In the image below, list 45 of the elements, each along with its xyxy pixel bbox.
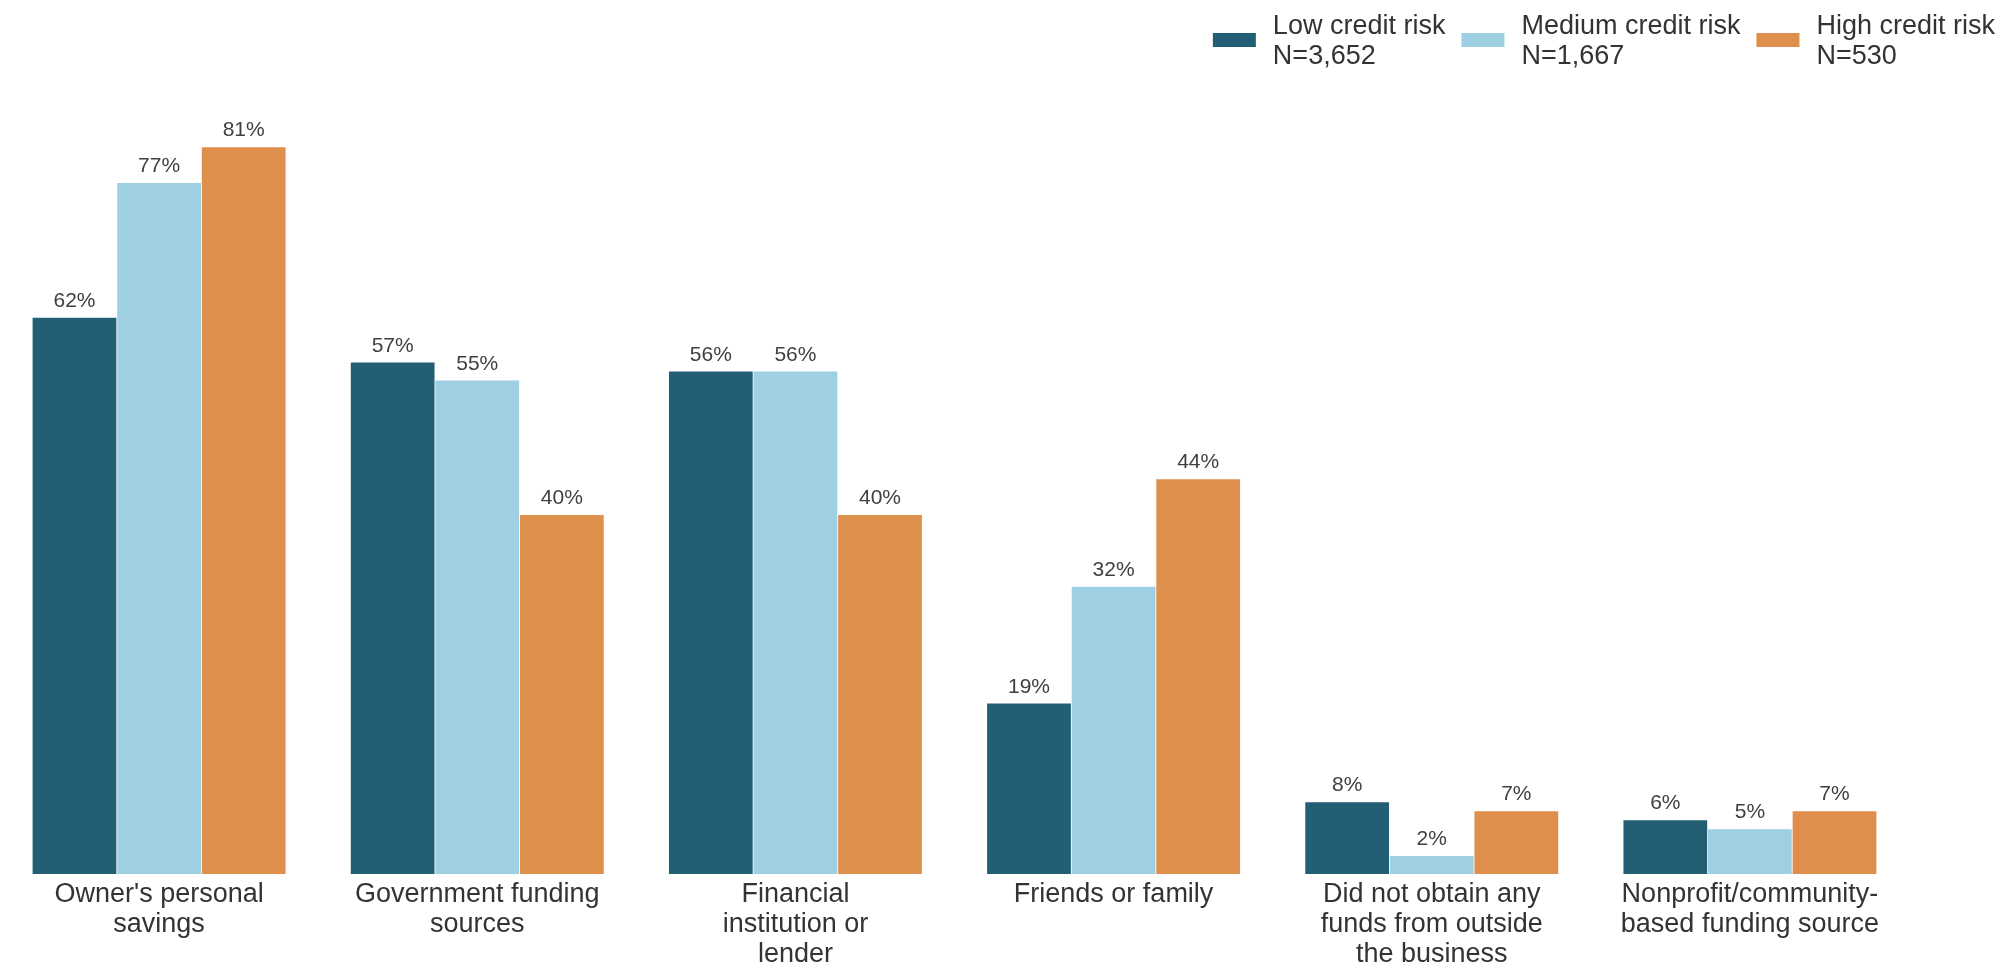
data-label: 44% <box>1177 449 1220 473</box>
data-label: 77% <box>138 153 181 177</box>
data-label: 81% <box>222 117 265 141</box>
bar <box>1389 856 1474 874</box>
data-label: 7% <box>1501 781 1532 805</box>
bar <box>1305 802 1390 874</box>
x-tick-label: Friends or family <box>1013 878 1214 908</box>
x-tick-label: Did not obtain any funds from outside the business <box>1320 878 1543 968</box>
data-label: 62% <box>53 287 96 311</box>
data-label: 5% <box>1734 799 1766 823</box>
x-tick-label: Government funding sources <box>354 878 600 938</box>
data-label: 19% <box>1007 673 1051 697</box>
bar <box>668 371 753 874</box>
x-tick-label: Owner's personal savings <box>54 878 264 938</box>
data-label: 40% <box>540 485 583 509</box>
bar <box>838 515 922 874</box>
bar <box>1071 586 1156 874</box>
bar <box>350 362 435 874</box>
x-tick-label: Financial institution or lender <box>722 878 869 968</box>
data-label: 32% <box>1092 556 1135 580</box>
data-label: 56% <box>774 341 817 365</box>
bar <box>201 147 286 874</box>
bar <box>1623 820 1708 874</box>
legend-label: Low credit risk N=3,652 <box>1272 10 1446 70</box>
data-label: 7% <box>1819 781 1850 805</box>
bar <box>32 317 117 874</box>
legend-label: Medium credit risk N=1,667 <box>1521 10 1741 70</box>
bar <box>1792 811 1877 874</box>
bar <box>435 380 520 874</box>
x-tick-label: Nonprofit/community- based funding source <box>1620 878 1880 938</box>
data-label: 56% <box>689 341 732 365</box>
legend-label: High credit risk N=530 <box>1816 10 1996 70</box>
data-label: 55% <box>456 350 499 374</box>
bar <box>1708 829 1792 874</box>
data-label: 40% <box>858 485 902 509</box>
bar <box>753 371 838 874</box>
data-label: 57% <box>371 332 414 356</box>
bar <box>519 515 604 874</box>
data-label: 2% <box>1416 826 1447 850</box>
bar <box>1474 811 1559 874</box>
bar <box>117 183 201 874</box>
bar <box>987 703 1071 874</box>
data-label: 8% <box>1331 772 1363 796</box>
bar <box>1156 479 1241 874</box>
data-label: 6% <box>1650 790 1681 814</box>
